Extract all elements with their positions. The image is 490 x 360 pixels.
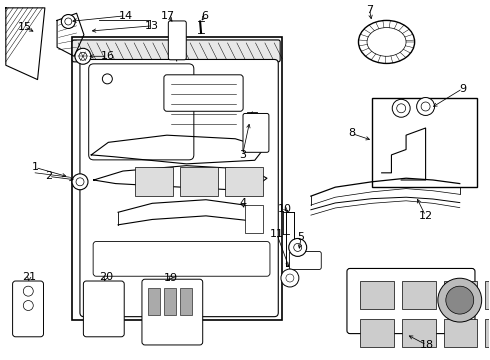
Circle shape	[438, 278, 482, 322]
Bar	[372, 98, 477, 187]
FancyBboxPatch shape	[93, 242, 270, 276]
Text: 20: 20	[99, 272, 113, 282]
Text: 13: 13	[145, 21, 159, 31]
Text: 12: 12	[418, 211, 433, 221]
FancyBboxPatch shape	[13, 281, 44, 337]
Text: 10: 10	[278, 204, 292, 214]
Bar	[245, 205, 263, 233]
Text: 6: 6	[201, 11, 208, 21]
Text: 11: 11	[270, 229, 284, 239]
Bar	[148, 288, 160, 315]
FancyBboxPatch shape	[72, 40, 280, 62]
Circle shape	[24, 286, 33, 296]
Circle shape	[76, 178, 84, 186]
Bar	[72, 37, 282, 320]
Circle shape	[397, 104, 406, 113]
Circle shape	[79, 52, 87, 60]
Text: 7: 7	[366, 5, 373, 15]
Circle shape	[294, 243, 302, 251]
Text: 15: 15	[17, 22, 31, 32]
Text: 18: 18	[419, 340, 434, 350]
Circle shape	[286, 274, 294, 282]
Bar	[402, 319, 436, 347]
Circle shape	[392, 99, 410, 117]
Circle shape	[289, 238, 307, 256]
FancyBboxPatch shape	[83, 281, 124, 337]
Bar	[486, 319, 490, 347]
FancyBboxPatch shape	[243, 113, 269, 152]
Text: 1: 1	[32, 162, 39, 172]
Ellipse shape	[367, 28, 406, 56]
Bar	[402, 282, 436, 309]
Ellipse shape	[359, 21, 415, 63]
Circle shape	[75, 48, 91, 64]
Bar	[360, 319, 394, 347]
Circle shape	[102, 74, 112, 84]
FancyBboxPatch shape	[89, 64, 194, 160]
Bar	[360, 282, 394, 309]
Circle shape	[72, 174, 88, 190]
Circle shape	[281, 269, 299, 287]
Circle shape	[421, 102, 430, 111]
FancyBboxPatch shape	[142, 279, 203, 345]
FancyBboxPatch shape	[347, 269, 475, 334]
Bar	[164, 288, 176, 315]
Circle shape	[416, 98, 435, 116]
Text: 3: 3	[239, 150, 246, 160]
Text: 5: 5	[297, 232, 305, 242]
Text: 21: 21	[22, 272, 36, 282]
Text: 19: 19	[164, 273, 178, 283]
FancyBboxPatch shape	[290, 252, 321, 269]
Circle shape	[446, 286, 474, 314]
FancyBboxPatch shape	[80, 59, 278, 317]
Text: 8: 8	[348, 129, 355, 138]
Bar	[180, 167, 218, 196]
Text: 4: 4	[239, 198, 246, 208]
Circle shape	[61, 14, 75, 28]
FancyBboxPatch shape	[169, 21, 186, 60]
Text: 16: 16	[100, 51, 114, 61]
Circle shape	[65, 18, 72, 25]
Text: 2: 2	[45, 171, 52, 181]
Bar	[180, 288, 192, 315]
Text: 9: 9	[459, 84, 466, 94]
Text: 17: 17	[161, 11, 175, 21]
Bar	[443, 282, 477, 309]
Bar	[135, 167, 173, 196]
FancyBboxPatch shape	[164, 75, 243, 111]
Bar	[443, 319, 477, 347]
Circle shape	[24, 301, 33, 310]
Bar	[486, 282, 490, 309]
Bar	[225, 167, 263, 196]
Text: 14: 14	[119, 11, 132, 21]
